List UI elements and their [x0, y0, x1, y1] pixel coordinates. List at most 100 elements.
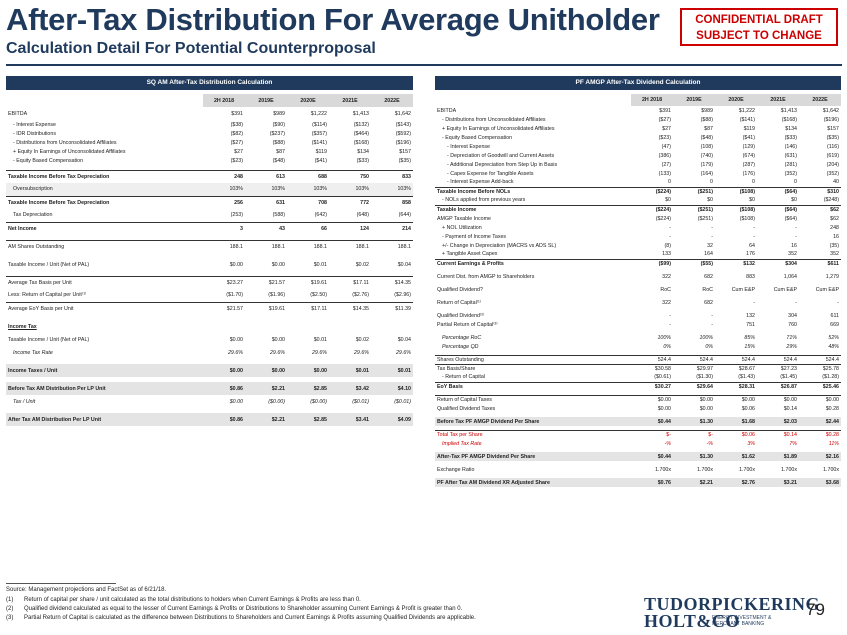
right-row-value: 524.4: [631, 354, 673, 364]
right-row-value: 524.4: [715, 354, 757, 364]
right-row-value: ($0.61): [654, 374, 671, 381]
right-row-value: (281): [784, 161, 797, 168]
badge-line-2: SUBJECT TO CHANGE: [696, 30, 822, 42]
right-row-label: - Distributions from Unconsolidated Affi…: [442, 116, 546, 123]
left-row-label: Oversubscription: [6, 183, 203, 196]
left-row-value: 103%: [203, 183, 245, 196]
right-column-header: 2021E: [757, 94, 799, 106]
right-row-value: ($41): [742, 134, 755, 141]
right-row-value: 0: [668, 179, 671, 186]
right-row-label: EoY Basis: [435, 381, 631, 391]
right-row-value: 164: [704, 251, 713, 258]
right-row-value: 304: [788, 312, 797, 319]
left-row-value: $11.39: [371, 301, 413, 315]
left-table-row: Net Income 3 43 66 124 214: [6, 221, 413, 235]
right-row-label: AMGP Taxable Income: [437, 215, 491, 222]
left-column-header: 2H 2018: [203, 94, 245, 107]
left-row-value: $21.57: [203, 301, 245, 315]
left-table-row: Oversubscription 103% 103% 103% 103% 103%: [6, 183, 413, 196]
right-row-value: ($224): [631, 204, 673, 214]
left-row-value: $0.00: [287, 364, 329, 377]
right-row-value: ($99): [631, 258, 673, 268]
left-table-row: Income Tax Rate 29.6% 29.6% 29.6% 29.6% 29.6%: [6, 346, 413, 359]
left-row-value: 833: [371, 169, 413, 183]
right-row-value: $0.14: [757, 429, 799, 439]
right-row-value: (108): [700, 143, 713, 150]
left-row-value: ($2.96): [394, 292, 411, 299]
left-row-value: (253): [230, 212, 243, 219]
right-row-value: RoC: [702, 286, 713, 293]
left-row-value: ($90): [272, 121, 285, 128]
right-table-row: - Interest Expense (47) (108) (129) (146) (11…: [435, 142, 841, 151]
right-row-value: (287): [742, 161, 755, 168]
left-row-value: $119: [315, 148, 327, 155]
left-row-value: ($196): [395, 139, 411, 146]
right-row-value: $310: [799, 186, 841, 196]
left-row-label: AM Shares Outstanding: [6, 239, 203, 253]
right-row-label: - Return of Capital: [442, 374, 485, 381]
right-row-label: Tax Basis/Share: [435, 363, 631, 373]
left-row-value: [245, 320, 287, 333]
left-row-value: 188.1: [245, 239, 287, 253]
left-row-value: (588): [272, 212, 285, 219]
left-row-value: ($2.50): [310, 292, 327, 299]
right-table-row: - Interest Expense Add-back 0 0 0 0 40: [435, 178, 841, 187]
left-row-value: $2.85: [287, 382, 329, 395]
left-row-value: ($38): [230, 121, 243, 128]
left-table-row: - Equity Based Compensation ($23) ($48) ($4…: [6, 156, 413, 165]
right-row-value: $1,222: [738, 107, 755, 114]
right-row-value: 100%: [657, 334, 671, 341]
right-row-label: Partial Return of Capital⁽³⁾: [437, 321, 498, 328]
left-row-value: $0.00: [271, 336, 285, 343]
footnote-3: (3) Partial Return of Capital is calculat…: [6, 615, 476, 621]
right-table-row: PF After Tax AM Dividend XR Adjusted Sha…: [435, 478, 841, 487]
footnote-1-number: (1): [6, 597, 14, 603]
left-row-value: $1,642: [394, 110, 411, 117]
left-row-value: $19.61: [287, 275, 329, 289]
right-row-value: $27.23: [757, 363, 799, 373]
right-row-value: (386): [658, 152, 671, 159]
right-row-value: 248: [830, 224, 839, 231]
right-row-value: 132: [746, 312, 755, 319]
right-row-value: 1.700x: [739, 466, 755, 473]
left-row-value: [329, 320, 371, 333]
left-table-row: - Distributions from Unconsolidated Affi…: [6, 138, 413, 147]
left-row-value: $391: [231, 110, 243, 117]
left-table-row: Income Taxes / Unit $0.00 $0.00 $0.00 $0.01 $…: [6, 364, 413, 377]
right-row-value: 0%: [705, 343, 713, 350]
right-table-row: - Depreciation of Goodwill and Current A…: [435, 151, 841, 160]
right-row-value: (27): [661, 161, 671, 168]
right-table-row: EBITDA $391 $989 $1,222 $1,413 $1,642: [435, 106, 841, 115]
right-row-value: -: [711, 233, 713, 240]
right-row-value: $0.14: [783, 405, 797, 412]
right-table-row: Qualified Dividend? RoC RoC Cum E&P Cum E&P C…: [435, 285, 841, 294]
right-row-value: ($55): [673, 258, 715, 268]
left-table-row: After Tax AM Distribution Per LP Unit $0.…: [6, 413, 413, 426]
left-row-value: $2.21: [245, 413, 287, 426]
left-row-value: 214: [371, 221, 413, 235]
right-row-label: Return of Capital⁽¹⁾: [437, 299, 482, 306]
left-row-label: Income Taxes / Unit: [6, 364, 203, 377]
left-table-row: - Interest Expense ($38) ($90) ($114) ($132)…: [6, 120, 413, 129]
right-table-row: Percentage QD 0% 0% 15% 29% 48%: [435, 342, 841, 351]
right-row-label: After-Tax PF AMGP Dividend Per Share: [435, 452, 631, 461]
left-table-row: Taxable Income / Unit (Net of PAL) $0.00 $…: [6, 333, 413, 346]
right-row-value: ($33): [784, 134, 797, 141]
right-row-value: -: [669, 312, 671, 319]
right-row-value: 322: [662, 273, 671, 280]
right-row-value: (47): [661, 143, 671, 150]
left-row-value: ($27): [230, 139, 243, 146]
right-row-value: $27: [662, 125, 671, 132]
right-header-row: 2H 2018 2019E 2020E 2021E 2022E: [435, 94, 841, 106]
left-row-value: ($2.76): [352, 292, 369, 299]
left-row-value: 29.6%: [269, 349, 285, 356]
right-row-value: ($27): [658, 116, 671, 123]
right-row-value: 85%: [744, 334, 755, 341]
right-row-value: ($168): [781, 116, 797, 123]
left-row-value: $0.00: [229, 398, 243, 405]
right-row-label: Percentage RoC: [442, 334, 482, 341]
left-row-value: (642): [314, 212, 327, 219]
right-row-value: -: [753, 224, 755, 231]
right-row-value: 1.700x: [781, 466, 797, 473]
right-row-value: 11%: [828, 440, 839, 447]
